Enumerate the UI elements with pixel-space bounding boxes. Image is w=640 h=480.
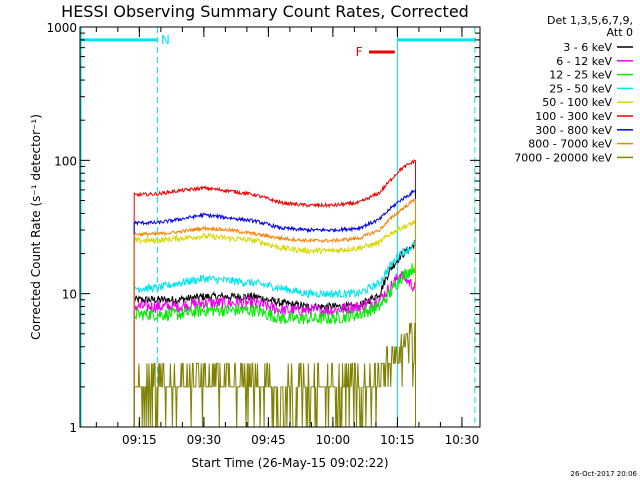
y-axis: 1 10 100 1000 [46, 21, 480, 435]
series-line [133, 239, 416, 427]
y-axis-label: Corrected Count Rate (s⁻¹ detector⁻¹) [29, 114, 43, 340]
plot-frame [79, 26, 481, 428]
legend-entry-label: 800 - 7000 keV [528, 138, 612, 151]
legend-entry-label: 25 - 50 keV [549, 82, 612, 95]
legend-entry-label: 3 - 6 keV [563, 41, 612, 54]
timestamp: 26-Oct-2017 20:06 [571, 470, 638, 478]
series-line [133, 322, 416, 427]
legend-entry-label: 100 - 300 keV [535, 110, 612, 123]
x-tick-label: 10:00 [316, 433, 351, 447]
x-tick-label: 10:30 [445, 433, 480, 447]
series-line [133, 240, 416, 427]
x-tick-label: 09:30 [187, 433, 222, 447]
legend-entry-label: 7000 - 20000 keV [514, 151, 612, 164]
flag-label: N [161, 33, 170, 47]
x-tick-label: 09:45 [251, 433, 286, 447]
x-tick-label: 09:15 [122, 433, 157, 447]
series-layer [133, 158, 416, 427]
y-tick-label: 1 [69, 421, 77, 435]
series-line [133, 189, 416, 427]
legend-header: Att 0 [607, 26, 633, 39]
legend-entry-label: 300 - 800 keV [535, 124, 612, 137]
x-tick-label: 10:15 [380, 433, 415, 447]
y-tick-label: 1000 [46, 21, 77, 35]
legend-entry-label: 12 - 25 keV [549, 69, 612, 82]
flag-bars: NF [80, 33, 475, 59]
legend-entry-label: 6 - 12 keV [556, 55, 612, 68]
series-line [133, 219, 416, 427]
legend-header: Det 1,3,5,6,7,9, [547, 14, 633, 27]
y-tick-label: 100 [54, 154, 77, 168]
series-line [133, 260, 416, 427]
series-line [133, 270, 416, 427]
flag-label: F [356, 45, 363, 59]
series-line [133, 198, 416, 427]
x-axis: 09:15 09:30 09:45 10:00 10:15 10:30 [95, 27, 480, 447]
series-line [133, 158, 416, 427]
legend-entry-label: 50 - 100 keV [542, 96, 612, 109]
x-axis-label: Start Time (26-May-15 09:02:22) [191, 456, 388, 470]
y-tick-label: 10 [62, 288, 77, 302]
chart-title: HESSI Observing Summary Count Rates, Cor… [61, 2, 469, 21]
